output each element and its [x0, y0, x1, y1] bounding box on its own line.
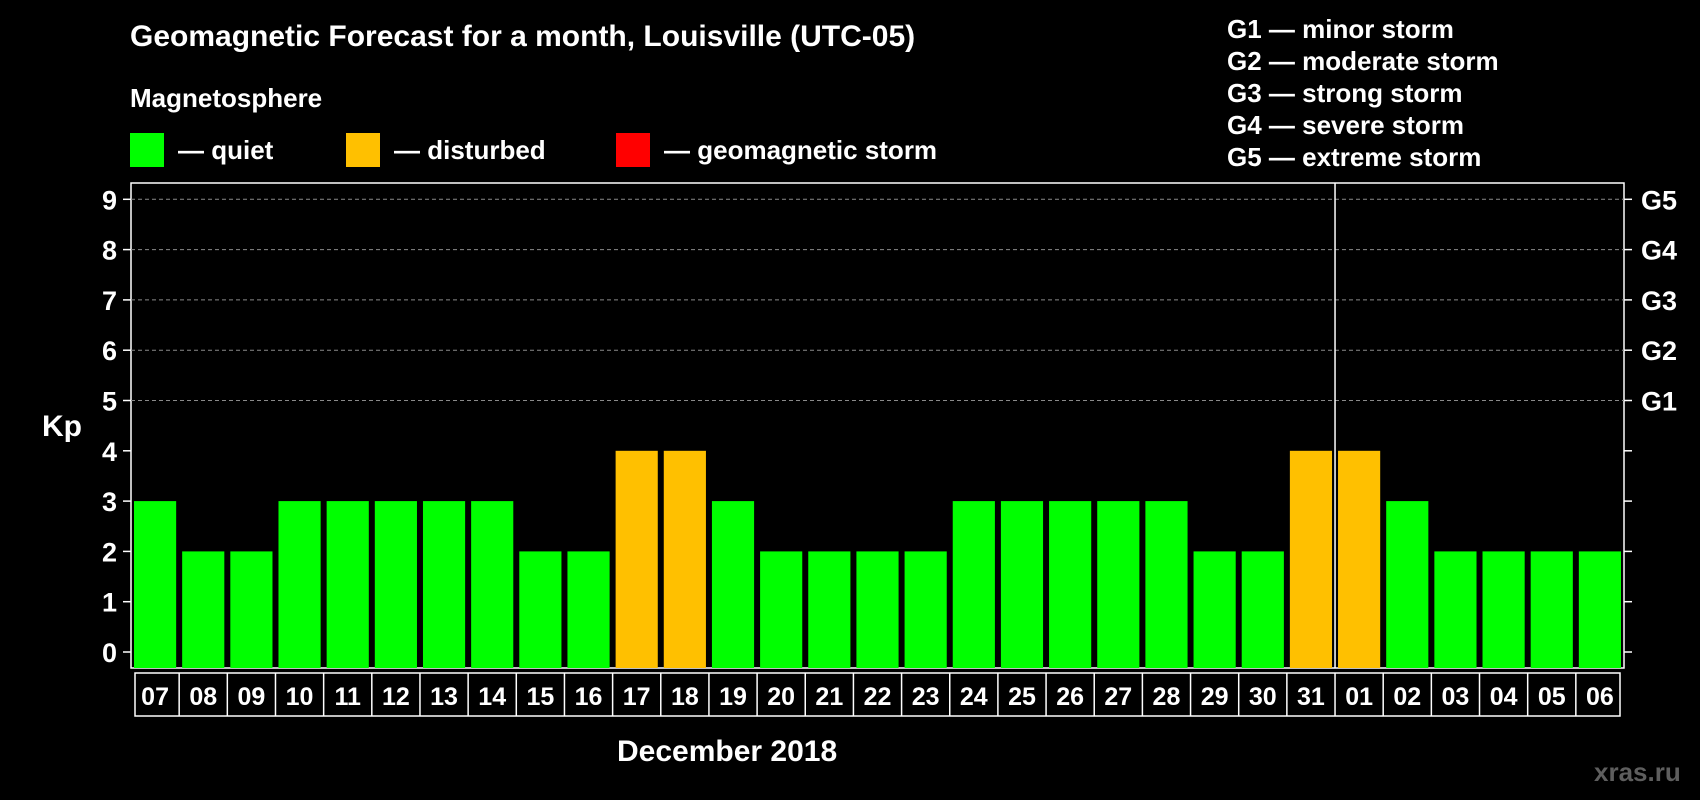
bar [1482, 551, 1525, 668]
y-axis-label: Kp [42, 410, 82, 443]
bar [1000, 501, 1044, 668]
chart-title: Geomagnetic Forecast for a month, Louisv… [130, 20, 916, 53]
x-tick-label: 09 [237, 683, 265, 711]
right-axis-label: G3 [1641, 286, 1677, 316]
x-tick-label: 16 [575, 683, 603, 711]
x-tick-label: 15 [526, 683, 554, 711]
bar [1145, 501, 1188, 668]
x-tick-label: 03 [1442, 683, 1470, 711]
x-tick-label: 13 [430, 683, 458, 711]
y-tick-label: 2 [102, 537, 117, 567]
y-tick-label: 4 [102, 437, 117, 467]
x-tick-label: 19 [719, 683, 747, 711]
x-tick-label: 22 [864, 683, 892, 711]
right-axis-label: G5 [1641, 185, 1677, 215]
storm-scale-g4: G4 — severe storm [1227, 110, 1465, 140]
date-axis-frame [134, 672, 1621, 717]
bar [1289, 450, 1333, 668]
x-tick-label: 04 [1490, 683, 1518, 711]
bar [1578, 551, 1621, 668]
x-tick-label: 23 [912, 683, 940, 711]
legend-item-disturbed: — disturbed [346, 133, 546, 167]
bar [471, 501, 514, 668]
y-tick-label: 9 [102, 185, 117, 215]
y-tick-label: 7 [102, 286, 117, 316]
right-axis-label: G4 [1641, 236, 1677, 266]
legend-swatch-storm [616, 133, 650, 167]
storm-scale-legend: G1 — minor storm G2 — moderate storm G3 … [1227, 13, 1499, 173]
y-tick-label: 5 [102, 387, 117, 417]
x-tick-label: 20 [767, 683, 795, 711]
bar [230, 551, 273, 668]
x-axis-label: December 2018 [617, 735, 838, 768]
bar [1193, 551, 1236, 668]
bar [519, 551, 562, 668]
bar [904, 551, 947, 668]
x-tick-label: 06 [1586, 683, 1614, 711]
x-tick-label: 12 [382, 683, 410, 711]
legend-label-quiet: — quiet [178, 134, 274, 165]
bar [278, 501, 321, 668]
x-tick-label: 17 [623, 683, 651, 711]
bar [711, 501, 755, 668]
x-tick-label: 26 [1056, 683, 1084, 711]
x-tick-label: 25 [1008, 683, 1036, 711]
x-tick-label: 01 [1345, 683, 1373, 711]
bar [856, 551, 899, 668]
bar [1530, 551, 1573, 668]
y-tick-label: 1 [102, 588, 117, 618]
x-tick-label: 18 [671, 683, 699, 711]
y-tick-label: 8 [102, 236, 117, 266]
bar [1049, 501, 1092, 668]
bar [182, 551, 225, 668]
storm-scale-g5: G5 — extreme storm [1227, 142, 1482, 172]
x-tick-label: 10 [286, 683, 314, 711]
x-tick-label: 21 [815, 683, 843, 711]
x-tick-label: 14 [478, 683, 506, 711]
x-tick-label: 24 [960, 683, 988, 711]
x-tick-label: 28 [1153, 683, 1181, 711]
bar [326, 501, 369, 668]
x-tick-label: 08 [189, 683, 217, 711]
y-tick-label: 3 [102, 487, 117, 517]
legend-swatch-quiet [130, 133, 164, 167]
bar [760, 551, 803, 668]
x-tick-label: 30 [1249, 683, 1277, 711]
watermark: xras.ru [1594, 757, 1681, 787]
legend-item-quiet: — quiet [130, 133, 273, 167]
x-tick-label: 05 [1538, 683, 1566, 711]
bar [952, 501, 995, 668]
bar [422, 501, 466, 668]
bar [374, 501, 417, 668]
storm-scale-g3: G3 — strong storm [1227, 78, 1463, 108]
legend-label-disturbed: — disturbed [394, 134, 546, 165]
legend-label-storm: — geomagnetic storm [664, 134, 938, 165]
bar [134, 501, 177, 668]
bar [1386, 501, 1429, 668]
x-tick-label: 02 [1393, 683, 1421, 711]
bar [1241, 551, 1284, 668]
bar [615, 450, 658, 668]
bar [1434, 551, 1477, 668]
x-tick-label: 27 [1104, 683, 1132, 711]
y-tick-label: 6 [102, 336, 117, 366]
x-tick-label: 11 [335, 683, 362, 711]
storm-scale-g1: G1 — minor storm [1227, 14, 1454, 44]
bar [663, 450, 706, 668]
legend-swatch-disturbed [346, 133, 380, 167]
bar [808, 551, 851, 668]
right-axis-label: G1 [1641, 387, 1677, 417]
storm-scale-g2: G2 — moderate storm [1227, 46, 1499, 76]
legend-item-storm: — geomagnetic storm [616, 133, 937, 167]
x-tick-label: 07 [141, 683, 169, 711]
x-tick-label: 29 [1201, 683, 1229, 711]
x-tick-label: 31 [1297, 683, 1325, 711]
legend-title: Magnetosphere [130, 83, 323, 113]
y-tick-label: 0 [102, 638, 117, 668]
bar [1338, 450, 1381, 668]
bar [567, 551, 610, 668]
right-axis-label: G2 [1641, 336, 1677, 366]
bar [1097, 501, 1140, 668]
